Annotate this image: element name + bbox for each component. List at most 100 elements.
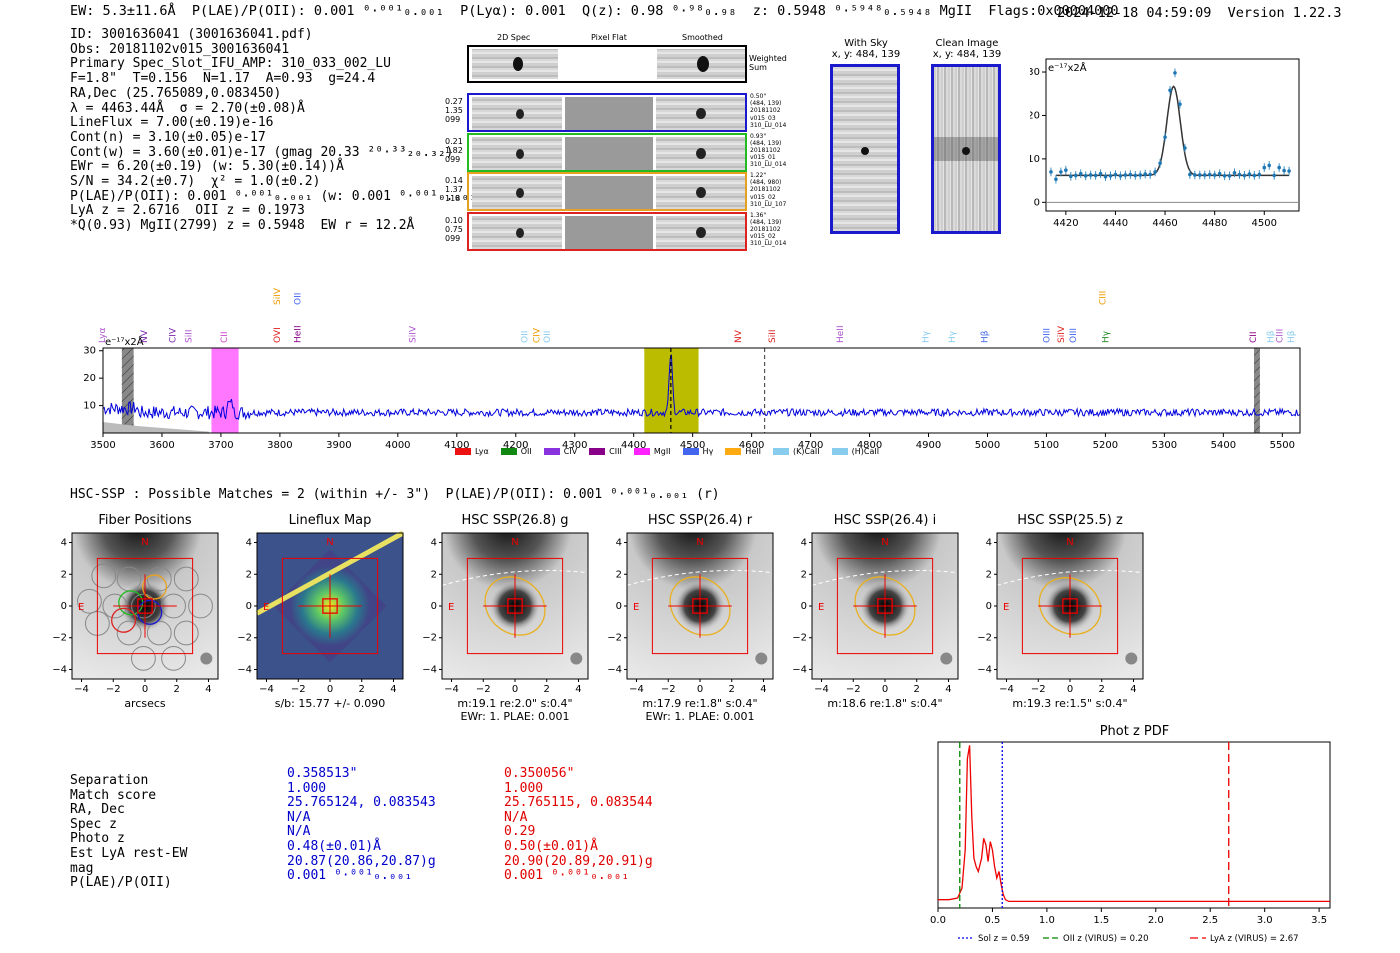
- data-point: [1272, 173, 1276, 178]
- meta-value: (484, 139): [750, 100, 782, 108]
- detection-info: ID: 3001636041 (3001636041.pdf) Obs: 201…: [70, 27, 485, 234]
- x-tick-label: 4400: [621, 440, 646, 451]
- data-point: [1069, 174, 1073, 179]
- line-label: CIV: [532, 327, 542, 343]
- data-point: [1128, 172, 1133, 177]
- legend-label: (K)CaII: [792, 447, 820, 456]
- x-tick-label: 5000: [975, 440, 1000, 451]
- col-header-smoothed: Smoothed: [682, 33, 723, 42]
- row-label: Spec z: [70, 816, 117, 832]
- line-label: Hβ: [1287, 330, 1297, 343]
- legend-swatch: [633, 448, 650, 455]
- line-label: CIV: [169, 327, 179, 343]
- meta-value: (484, 139): [750, 139, 782, 147]
- north-label: N: [511, 537, 518, 548]
- with-sky-header: With Sky x, y: 484, 139: [830, 38, 902, 60]
- y-tick-label: −4: [238, 664, 252, 675]
- spectral-cutouts: 2D Spec Pixel Flat Smoothed Weighted Sum…: [445, 33, 790, 258]
- data-point: [1173, 71, 1177, 75]
- cutout-smoothed: [656, 215, 745, 249]
- data-point: [1237, 172, 1242, 177]
- comparison-match-1: 0.358513" 1.000 25.765124, 0.083543 N/A …: [287, 766, 436, 884]
- aperture-arc: [626, 569, 774, 586]
- east-label: E: [633, 602, 639, 613]
- data-point: [1287, 169, 1291, 173]
- legend-item: OII: [500, 447, 532, 456]
- sky-continuum: [103, 422, 210, 433]
- legend-label: Lyα: [475, 447, 489, 456]
- info-line: *Q(0.93) MgII(2799) z = 0.5948 EW r = 12…: [70, 218, 415, 234]
- y-tick-label: 0: [801, 601, 807, 612]
- match2-value: 1.000: [504, 780, 544, 796]
- with-sky-title: With Sky: [844, 38, 888, 49]
- x-tick-label: 4: [205, 684, 211, 695]
- y-tick-label: −4: [978, 664, 992, 675]
- clean-image: [931, 64, 1001, 234]
- panel-caption-2: EWr: 1. PLAE: 0.001: [645, 710, 755, 723]
- match2-value: 0.350056": [504, 766, 575, 781]
- legend-label: (H)CaII: [851, 447, 880, 456]
- x-tick-label: −4: [814, 684, 829, 695]
- y-tick-label: −4: [608, 664, 622, 675]
- cutout-row: [467, 211, 747, 251]
- panel-title: HSC SSP(26.8) g: [461, 513, 569, 528]
- cutout-left-stats: 0.10 0.75 099: [445, 216, 463, 243]
- data-point: [1163, 135, 1167, 139]
- stat-value: 099: [445, 115, 461, 124]
- data-point: [1158, 161, 1162, 166]
- center-marker: [137, 598, 153, 614]
- info-line: Cont(w) = 3.60(±0.01)e-17 (gmag 20.33 ²⁰…: [70, 144, 454, 160]
- x-tick-label: 4200: [503, 440, 528, 451]
- cutout-row: [467, 132, 747, 172]
- match2-value: N/A: [504, 809, 528, 825]
- x-tick-label: 4420: [1053, 218, 1078, 229]
- cutout-left-stats: 0.14 1.37 118: [445, 176, 463, 203]
- data-point: [1262, 165, 1267, 170]
- zoom-plot-frame: [1045, 58, 1300, 212]
- match2-value: 0.001 ⁰·⁰⁰¹₀.₀₀₁: [504, 868, 630, 884]
- data-point: [1108, 174, 1113, 178]
- aperture-arc: [996, 569, 1144, 586]
- y-tick-label: 0: [1034, 197, 1040, 208]
- x-tick-label: 4800: [857, 440, 882, 451]
- x-tick-label: 0: [697, 684, 703, 695]
- meta-value: 310_LU_014: [750, 240, 787, 248]
- info-line: F=1.8" T=0.156 N=1.17 A=0.93 g=24.4: [70, 71, 376, 87]
- col-header-2d-spec: 2D Spec: [497, 33, 531, 42]
- search-box: [651, 557, 749, 655]
- legend-swatch: [455, 448, 471, 455]
- x-tick-label: 5400: [1211, 440, 1236, 451]
- stat-value: 099: [445, 233, 461, 243]
- data-point: [1188, 172, 1192, 177]
- legend-label: LyA z (VIRUS) = 2.67: [1210, 934, 1299, 944]
- center-marker: [877, 598, 893, 614]
- x-tick-label: 3900: [326, 440, 351, 451]
- line-label: Hγ: [948, 330, 958, 343]
- source-spot: [516, 227, 524, 238]
- cutout-smoothed: [656, 97, 745, 130]
- x-tick-label: −2: [476, 684, 491, 695]
- col-header-pixel-flat: Pixel Flat: [591, 33, 627, 42]
- x-tick-label: 4480: [1202, 218, 1227, 229]
- info-line: Obs: 20181102v015_3001636041: [70, 41, 290, 57]
- panel-title: HSC SSP(26.4) i: [833, 513, 937, 528]
- y-tick-label: −4: [53, 664, 67, 675]
- y-tick-label: 0: [431, 601, 437, 612]
- line-label: OII: [294, 293, 304, 305]
- center-marker: [692, 598, 708, 614]
- east-label: E: [448, 602, 454, 613]
- summary-header: EW: 5.3±11.6Å P(LAE)/P(OII): 0.001 ⁰·⁰⁰¹…: [70, 3, 1119, 19]
- x-tick-label: 3700: [208, 440, 233, 451]
- x-tick-label: 5300: [1152, 440, 1177, 451]
- photz-pdf-plot: 0.0 0.5 1.0 1.5 2.0 2.5 3.0 3.5 Sol z = 0.59 OII …: [930, 741, 1331, 944]
- stat-value: 1.35: [445, 106, 463, 115]
- x-tick-label: 3800: [267, 440, 292, 451]
- data-point: [1282, 168, 1286, 173]
- legend-label: CIII: [609, 447, 622, 456]
- search-box: [96, 557, 194, 655]
- line-label: SiII: [768, 329, 778, 343]
- photz-frame: [937, 741, 1331, 909]
- fiber-circle: [173, 566, 199, 592]
- line-label: OVI: [273, 327, 283, 343]
- cutout-2d-spec: [472, 136, 562, 170]
